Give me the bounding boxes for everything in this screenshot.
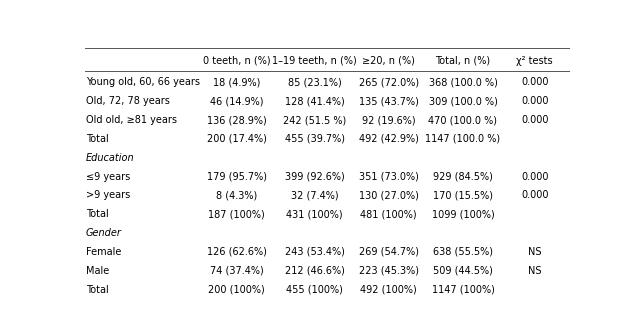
- Text: 179 (95.7%): 179 (95.7%): [207, 172, 267, 182]
- Text: 351 (73.0%): 351 (73.0%): [359, 172, 419, 182]
- Text: 32 (7.4%): 32 (7.4%): [291, 190, 338, 200]
- Text: 265 (72.0%): 265 (72.0%): [359, 77, 419, 87]
- Text: 212 (46.6%): 212 (46.6%): [285, 266, 345, 276]
- Text: 470 (100.0 %): 470 (100.0 %): [429, 115, 498, 125]
- Text: 1147 (100.0 %): 1147 (100.0 %): [426, 134, 501, 144]
- Text: 130 (27.0%): 130 (27.0%): [359, 190, 419, 200]
- Text: 399 (92.6%): 399 (92.6%): [285, 172, 345, 182]
- Text: Total: Total: [85, 209, 108, 219]
- Text: 0.000: 0.000: [521, 115, 549, 125]
- Text: 1147 (100%): 1147 (100%): [431, 285, 494, 294]
- Text: 18 (4.9%): 18 (4.9%): [213, 77, 260, 87]
- Text: 85 (23.1%): 85 (23.1%): [288, 77, 341, 87]
- Text: 455 (39.7%): 455 (39.7%): [285, 134, 345, 144]
- Text: Gender: Gender: [85, 228, 122, 238]
- Text: 92 (19.6%): 92 (19.6%): [362, 115, 415, 125]
- Text: 509 (44.5%): 509 (44.5%): [433, 266, 493, 276]
- Text: 187 (100%): 187 (100%): [209, 209, 265, 219]
- Text: Young old, 60, 66 years: Young old, 60, 66 years: [85, 77, 200, 87]
- Text: 200 (100%): 200 (100%): [209, 285, 265, 294]
- Text: 492 (42.9%): 492 (42.9%): [359, 134, 419, 144]
- Text: 0.000: 0.000: [521, 77, 549, 87]
- Text: 1–19 teeth, n (%): 1–19 teeth, n (%): [272, 56, 357, 66]
- Text: 0.000: 0.000: [521, 190, 549, 200]
- Text: Total, n (%): Total, n (%): [435, 56, 491, 66]
- Text: 269 (54.7%): 269 (54.7%): [359, 247, 419, 257]
- Text: 242 (51.5 %): 242 (51.5 %): [283, 115, 346, 125]
- Text: 929 (84.5%): 929 (84.5%): [433, 172, 493, 182]
- Text: NS: NS: [528, 266, 542, 276]
- Text: 200 (17.4%): 200 (17.4%): [207, 134, 267, 144]
- Text: Old old, ≥81 years: Old old, ≥81 years: [85, 115, 177, 125]
- Text: 74 (37.4%): 74 (37.4%): [210, 266, 263, 276]
- Text: 368 (100.0 %): 368 (100.0 %): [429, 77, 498, 87]
- Text: Male: Male: [85, 266, 109, 276]
- Text: NS: NS: [528, 247, 542, 257]
- Text: Total: Total: [85, 285, 108, 294]
- Text: 128 (41.4%): 128 (41.4%): [285, 96, 345, 106]
- Text: ≤9 years: ≤9 years: [85, 172, 130, 182]
- Text: 431 (100%): 431 (100%): [286, 209, 343, 219]
- Text: 126 (62.6%): 126 (62.6%): [207, 247, 267, 257]
- Text: χ² tests: χ² tests: [516, 56, 553, 66]
- Text: 8 (4.3%): 8 (4.3%): [216, 190, 257, 200]
- Text: 1099 (100%): 1099 (100%): [431, 209, 494, 219]
- Text: Old, 72, 78 years: Old, 72, 78 years: [85, 96, 170, 106]
- Text: 135 (43.7%): 135 (43.7%): [359, 96, 419, 106]
- Text: 243 (53.4%): 243 (53.4%): [285, 247, 345, 257]
- Text: ≥20, n (%): ≥20, n (%): [362, 56, 415, 66]
- Text: 455 (100%): 455 (100%): [286, 285, 343, 294]
- Text: >9 years: >9 years: [85, 190, 130, 200]
- Text: Female: Female: [85, 247, 121, 257]
- Text: Total: Total: [85, 134, 108, 144]
- Text: 0.000: 0.000: [521, 172, 549, 182]
- Text: 170 (15.5%): 170 (15.5%): [433, 190, 493, 200]
- Text: Education: Education: [85, 153, 135, 163]
- Text: 309 (100.0 %): 309 (100.0 %): [429, 96, 498, 106]
- Text: 481 (100%): 481 (100%): [360, 209, 417, 219]
- Text: 223 (45.3%): 223 (45.3%): [359, 266, 419, 276]
- Text: 46 (14.9%): 46 (14.9%): [210, 96, 263, 106]
- Text: 0.000: 0.000: [521, 96, 549, 106]
- Text: 0 teeth, n (%): 0 teeth, n (%): [203, 56, 271, 66]
- Text: 136 (28.9%): 136 (28.9%): [207, 115, 267, 125]
- Text: 638 (55.5%): 638 (55.5%): [433, 247, 493, 257]
- Text: 492 (100%): 492 (100%): [360, 285, 417, 294]
